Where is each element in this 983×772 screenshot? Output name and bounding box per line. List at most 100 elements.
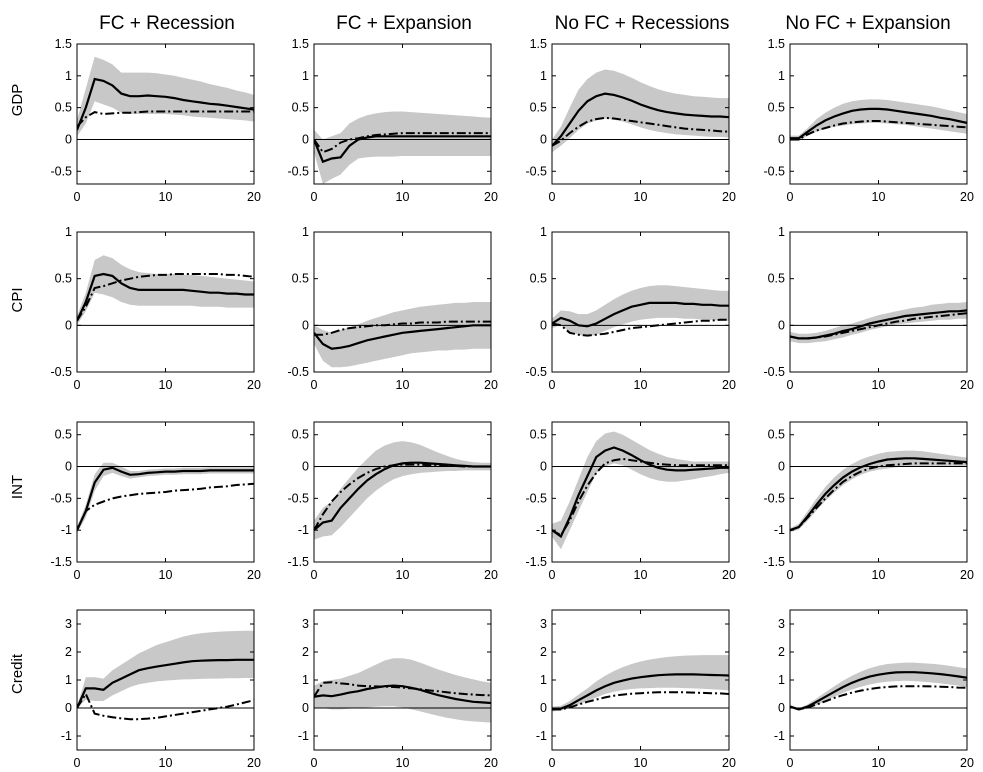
- row-label-cpi: CPI: [9, 287, 26, 312]
- y-tick-label: 0: [540, 460, 547, 474]
- x-tick-label: 20: [247, 190, 261, 204]
- y-tick-label: 1.5: [768, 37, 785, 51]
- y-tick-label: 1: [65, 69, 72, 83]
- panel-int-2: -1.5 -1 -0.5 0 0.5 0 10 20: [287, 421, 498, 582]
- panel-cpi-1: -0.500.510 10 20: [50, 225, 261, 392]
- column-title-1: FC + Recession: [99, 13, 235, 34]
- y-tick-label: 0.5: [292, 272, 309, 286]
- y-tick-label: 0: [540, 318, 547, 332]
- confidence-band: [552, 285, 729, 337]
- x-tick-label: 20: [960, 378, 974, 392]
- x-tick-label: 10: [634, 378, 648, 392]
- x-tick-label: 0: [787, 756, 794, 770]
- y-tick-label: 1: [540, 673, 547, 687]
- panel-cpi-4: -0.500.510 10 20: [763, 225, 974, 392]
- x-tick-label: 20: [247, 568, 261, 582]
- x-tick-label: 10: [634, 190, 648, 204]
- y-tick-label: -1: [536, 729, 547, 743]
- panel-frame: [789, 421, 968, 563]
- y-tick-label: 1.5: [530, 37, 547, 51]
- y-tick-label: 2: [778, 645, 785, 659]
- x-tick-label: 0: [311, 568, 318, 582]
- x-tick-label: 0: [311, 756, 318, 770]
- y-tick-label: -1: [774, 523, 785, 537]
- row-label-credit: Credit: [9, 653, 26, 694]
- series-solid: [552, 92, 729, 147]
- y-tick-label: -1: [61, 523, 72, 537]
- x-tick-label: 0: [549, 378, 556, 392]
- x-tick-label: 10: [396, 756, 410, 770]
- y-tick-label: -0.5: [50, 365, 72, 379]
- x-tick-label: 10: [396, 568, 410, 582]
- panel-gdp-1: -0.500.511.50 10 20: [50, 37, 261, 204]
- y-tick-label: 1: [540, 225, 547, 239]
- row-label-gdp: GDP: [9, 84, 26, 117]
- x-tick-label: 0: [549, 190, 556, 204]
- y-tick-label: -0.5: [525, 164, 547, 178]
- column-title-4: No FC + Expansion: [785, 13, 950, 34]
- confidence-band: [552, 69, 729, 153]
- x-tick-label: 0: [549, 568, 556, 582]
- panel-plot-area: [552, 69, 729, 153]
- row-label-int: INT: [9, 475, 26, 499]
- y-tick-label: 0: [65, 701, 72, 715]
- series-solid: [790, 309, 967, 340]
- y-tick-label: 2: [540, 645, 547, 659]
- x-tick-label: 20: [484, 190, 498, 204]
- x-tick-label: 0: [311, 190, 318, 204]
- series-dashdot: [552, 116, 729, 147]
- series-dashdot: [314, 681, 491, 698]
- panel-frame: [789, 231, 968, 373]
- panel-int-1: -1.5 -1 -0.5 0 0.5 0 10 20: [50, 421, 261, 582]
- series-solid: [77, 658, 254, 709]
- y-tick-label: -0.5: [50, 164, 72, 178]
- series-solid: [314, 324, 491, 350]
- y-tick-label: 0: [778, 460, 785, 474]
- y-tick-label: -1: [298, 523, 309, 537]
- y-tick-label: 1: [778, 673, 785, 687]
- y-tick-label: -0.5: [763, 365, 785, 379]
- panel-plot-area: [552, 431, 729, 550]
- confidence-band: [552, 431, 729, 550]
- y-tick-label: 3: [65, 617, 72, 631]
- y-tick-label: 0: [302, 132, 309, 146]
- y-tick-label: 1: [302, 69, 309, 83]
- x-tick-label: 0: [74, 190, 81, 204]
- x-tick-label: 10: [872, 378, 886, 392]
- confidence-band: [314, 658, 491, 723]
- panel-plot-area: [314, 302, 491, 368]
- column-title-3: No FC + Recessions: [555, 13, 730, 34]
- panel-gdp-2: -0.500.511.50 10 20: [287, 37, 498, 204]
- x-tick-label: 0: [74, 378, 81, 392]
- column-title-2: FC + Expansion: [336, 13, 472, 34]
- series-solid: [552, 301, 729, 328]
- y-tick-label: 1.5: [55, 37, 72, 51]
- y-tick-label: 0: [65, 132, 72, 146]
- series-dashdot: [552, 318, 729, 337]
- series-dashdot: [552, 457, 729, 537]
- x-tick-label: 20: [722, 378, 736, 392]
- y-tick-label: 1: [65, 225, 72, 239]
- x-tick-label: 10: [396, 378, 410, 392]
- panel-plot-area: [552, 285, 729, 337]
- panel-plot-area: [790, 99, 967, 141]
- x-tick-label: 10: [872, 756, 886, 770]
- x-tick-label: 20: [960, 190, 974, 204]
- confidence-band: [790, 662, 967, 711]
- panel-plot-area: [314, 111, 491, 184]
- series-dashdot: [790, 462, 967, 532]
- y-tick-label: 0.5: [55, 101, 72, 115]
- y-tick-label: 0.5: [292, 101, 309, 115]
- series-dashdot: [77, 110, 254, 128]
- x-tick-label: 20: [960, 568, 974, 582]
- x-tick-label: 0: [74, 756, 81, 770]
- x-tick-label: 10: [159, 756, 173, 770]
- panel-plot-area: [77, 630, 254, 721]
- series-dashdot: [77, 273, 254, 322]
- panel-plot-area: [77, 56, 254, 140]
- y-tick-label: 0.5: [55, 428, 72, 442]
- y-tick-label: -1: [774, 729, 785, 743]
- series-dashdot: [314, 320, 491, 336]
- y-tick-label: -0.5: [525, 365, 547, 379]
- panel-plot-area: [314, 658, 491, 723]
